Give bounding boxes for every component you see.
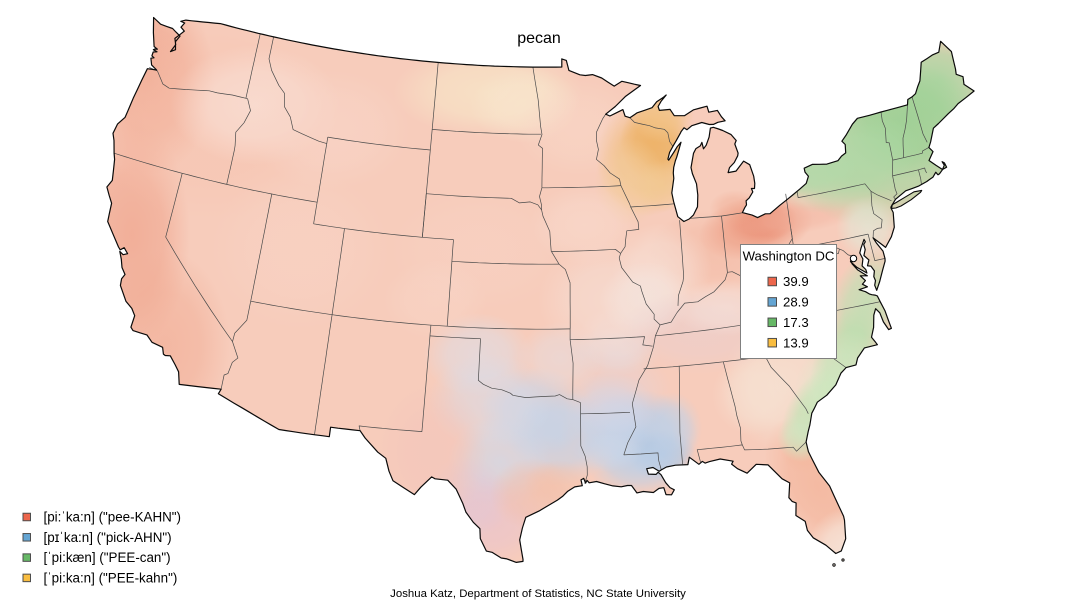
svg-text:Joshua Katz, Department of Sta: Joshua Katz, Department of Statistics, N… xyxy=(390,588,686,600)
svg-text:[ˈpi:ka:n] ("PEE-kahn"): [ˈpi:ka:n] ("PEE-kahn") xyxy=(44,571,178,586)
svg-text:[pɪˈka:n] ("pick-AHN"): [pɪˈka:n] ("pick-AHN") xyxy=(44,530,172,545)
svg-text:13.9: 13.9 xyxy=(783,335,809,350)
svg-text:[ˈpi:kæn] ("PEE-can"): [ˈpi:kæn] ("PEE-can") xyxy=(44,550,171,565)
svg-text:[pi:ˈka:n] ("pee-KAHN"): [pi:ˈka:n] ("pee-KAHN") xyxy=(44,510,182,525)
svg-text:17.3: 17.3 xyxy=(783,315,809,330)
svg-text:28.9: 28.9 xyxy=(783,295,809,310)
svg-text:pecan: pecan xyxy=(517,30,561,47)
svg-text:39.9: 39.9 xyxy=(783,274,809,289)
svg-text:Washington DC: Washington DC xyxy=(743,249,835,264)
